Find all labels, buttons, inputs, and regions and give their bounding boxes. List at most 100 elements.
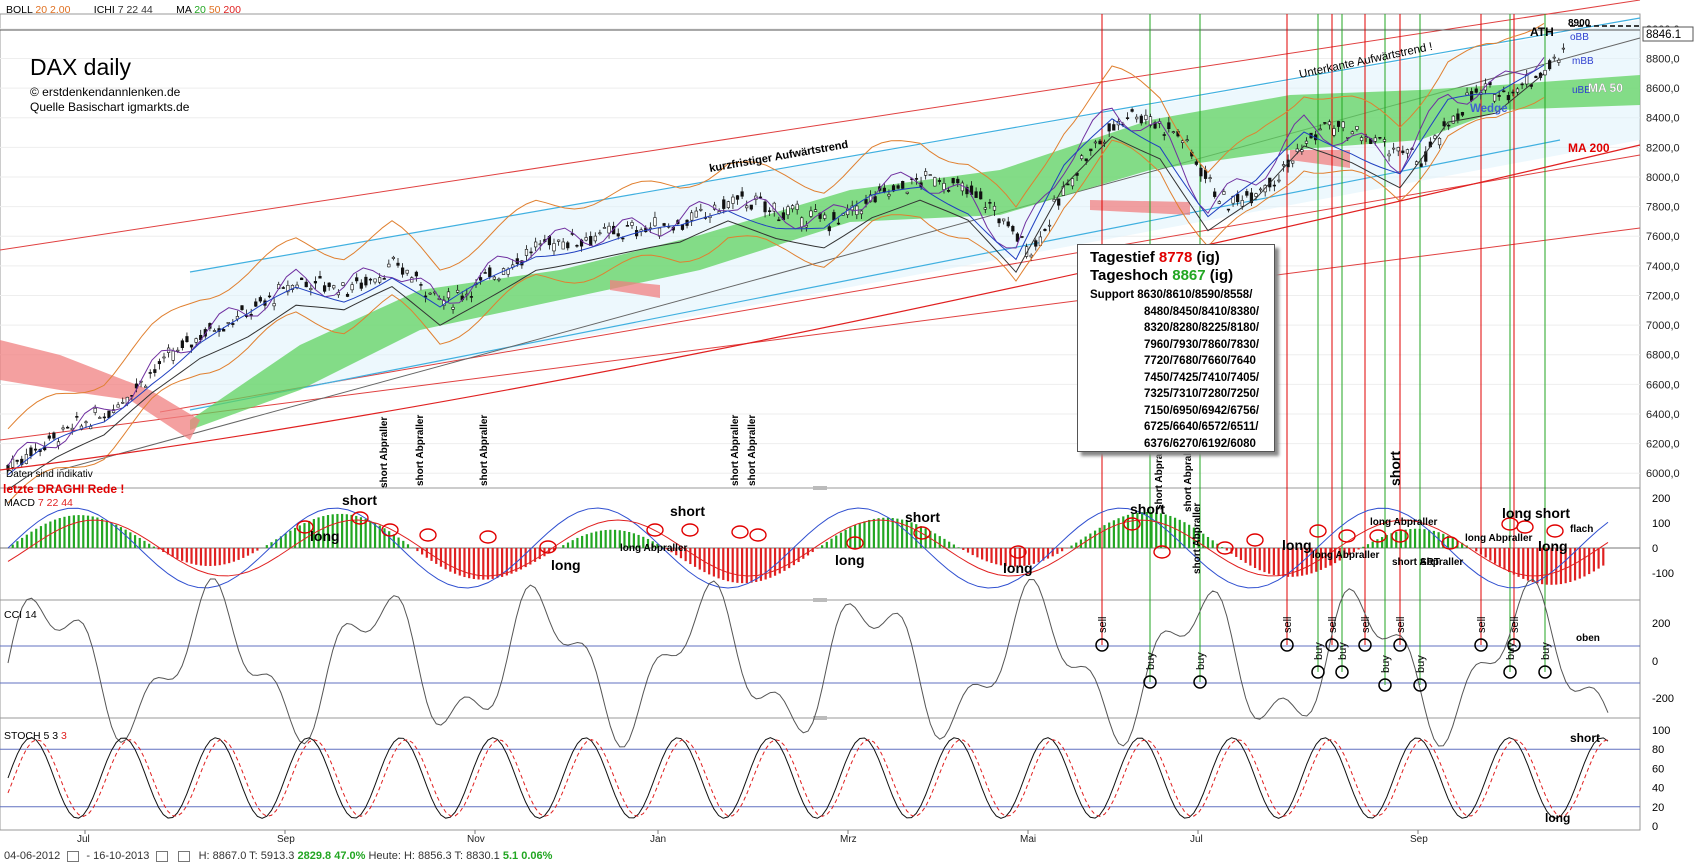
candle-body <box>1148 116 1153 126</box>
candle-body <box>304 281 308 288</box>
candle-body <box>726 201 730 208</box>
candle-body <box>1332 128 1336 136</box>
candle-body <box>598 232 602 235</box>
candle-body <box>144 385 148 388</box>
macd-signal-circle <box>1309 524 1327 538</box>
ma50-line <box>7 73 1545 490</box>
candle-body <box>1433 135 1437 139</box>
x-tick-label: Nov <box>467 834 485 845</box>
candle-body <box>937 180 942 182</box>
candle-body <box>864 199 868 204</box>
candle-body <box>1387 153 1391 157</box>
candle-body <box>378 277 382 283</box>
boll-params: 20 2.00 <box>35 4 71 16</box>
macd-signal-circle <box>1246 533 1264 547</box>
candle-body <box>593 235 597 242</box>
candle-body <box>84 421 88 424</box>
candle-body <box>832 212 836 221</box>
macd-annotation: short Abpraller <box>747 415 758 486</box>
candle-body <box>1034 240 1038 247</box>
candle-body <box>414 271 418 277</box>
cci-oben-label: oben <box>1576 633 1600 644</box>
cci-signal-label: buy <box>1337 642 1349 660</box>
candle-body <box>809 210 813 217</box>
support-line: 8320/8280/8225/8180/ <box>1144 322 1260 334</box>
candle-body <box>350 284 354 291</box>
macd-annotation: long <box>1282 537 1312 553</box>
macd-annotation: long Abpraller <box>1465 533 1533 544</box>
candle-body <box>763 201 767 213</box>
candle-body <box>1029 254 1033 258</box>
candle-body <box>203 329 207 337</box>
candle-body <box>1419 163 1423 167</box>
candle-body <box>1047 224 1052 227</box>
macd-annotation: short Abpraller <box>1154 439 1165 510</box>
candle-body <box>1208 177 1212 179</box>
candle-body <box>722 199 726 209</box>
candle-body <box>98 417 102 419</box>
candle-body <box>621 237 625 240</box>
macd-signal-circle <box>1441 536 1459 550</box>
macd-signal-circle <box>539 540 557 554</box>
range-icon[interactable] <box>177 850 190 862</box>
candle-body <box>1258 188 1263 191</box>
candle-body <box>231 323 235 325</box>
stoch-panel-label: STOCH 5 3 3 <box>4 730 67 742</box>
calendar-to-icon[interactable] <box>156 850 169 862</box>
candle-body <box>1382 139 1387 142</box>
mbb-label: mBB <box>1572 56 1594 67</box>
candle-body <box>524 249 529 256</box>
candle-body <box>735 195 740 200</box>
cci-signal-circle <box>1335 665 1349 679</box>
candle-body <box>758 196 763 199</box>
candle-body <box>607 225 611 234</box>
candle-body <box>795 203 799 210</box>
ma20-line <box>7 64 1545 476</box>
candle-body <box>359 282 363 289</box>
ichimoku-cloud-red-3 <box>1290 150 1350 168</box>
macd-annotation: short Abpraller <box>1192 503 1203 574</box>
draghi-note: letzte DRAGHI Rede ! <box>3 482 125 496</box>
candle-body <box>1162 134 1166 136</box>
candle-body <box>1451 115 1455 124</box>
cci-signal-circle <box>1378 678 1392 692</box>
candle-body <box>1515 88 1520 93</box>
ath-value: 8900 <box>1568 18 1591 29</box>
candle-body <box>212 330 217 332</box>
candle-body <box>1300 149 1304 152</box>
candle-body <box>322 285 327 292</box>
candle-body <box>456 289 460 293</box>
ath-label: ATH <box>1530 25 1554 39</box>
macd-tick-label: 100 <box>1652 518 1670 530</box>
price-tick-label: 7400,0 <box>1646 261 1680 273</box>
stoch-short-label: short <box>1570 731 1600 745</box>
candle-body <box>318 276 322 279</box>
candle-body <box>1240 200 1244 207</box>
candle-body <box>846 208 850 216</box>
candle-body <box>584 237 588 241</box>
macd-annotation: long <box>310 528 340 544</box>
candle-body <box>29 447 33 457</box>
ichi-params: 7 22 44 <box>117 4 153 16</box>
candle-body <box>286 285 290 293</box>
candle-body <box>1534 75 1538 79</box>
cci-signal-circle <box>1393 638 1407 652</box>
candle-body <box>1350 131 1354 135</box>
macd-panel-label: MACD 7 22 44 <box>4 497 73 509</box>
candle-body <box>988 202 992 204</box>
stoch-d-line <box>7 739 1609 817</box>
calendar-from-icon[interactable] <box>67 850 80 862</box>
candle-body <box>1456 113 1460 120</box>
candle-body <box>979 191 983 200</box>
macd-annotation: long <box>835 552 865 568</box>
candle-body <box>1098 140 1102 145</box>
candle-body <box>1291 160 1295 164</box>
candle-body <box>176 349 180 352</box>
candle-body <box>1167 122 1171 130</box>
candle-body <box>1552 56 1556 59</box>
candle-body <box>1057 198 1061 206</box>
candle-body <box>1557 59 1561 63</box>
candle-body <box>868 194 873 203</box>
macd-annotation: flach <box>1570 524 1593 535</box>
